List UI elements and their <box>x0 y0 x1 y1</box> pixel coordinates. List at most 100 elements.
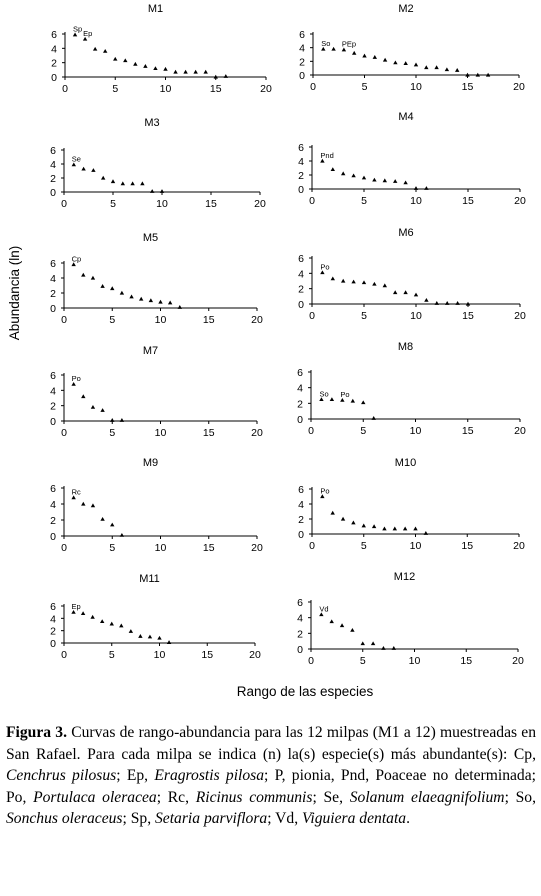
data-point <box>361 280 367 285</box>
species-annotation: So <box>321 39 330 48</box>
y-axis-label: Abundancia (ln) <box>7 246 22 341</box>
y-tick-label: 2 <box>51 58 57 70</box>
data-point <box>133 61 138 66</box>
y-tick-label: 4 <box>297 383 303 395</box>
data-point <box>223 74 228 78</box>
caption-text: . <box>406 810 410 827</box>
species-name: Portulaca oleracea <box>33 788 157 806</box>
species-name: Ricinus communis <box>195 788 313 806</box>
data-point <box>445 301 450 305</box>
data-point <box>330 167 335 171</box>
panel-m6: M6 0 2 4 6 0 5 10 15 20 Po <box>298 227 526 322</box>
x-tick-label: 5 <box>361 310 367 322</box>
species-name: Viguiera dentata <box>302 810 407 827</box>
data-point <box>153 66 158 70</box>
data-point <box>434 65 439 70</box>
data-point <box>331 46 336 51</box>
panel-title: M2 <box>398 3 413 15</box>
panel-title: M5 <box>143 232 158 244</box>
x-tick-label: 0 <box>61 198 67 210</box>
data-point <box>92 46 98 51</box>
data-point <box>143 64 148 68</box>
y-tick-label: 0 <box>50 187 56 199</box>
species-annotation: So <box>319 389 328 398</box>
y-tick-label: 2 <box>297 398 303 410</box>
data-point <box>371 416 376 420</box>
y-tick-label: 2 <box>50 515 56 527</box>
data-point <box>157 635 162 640</box>
species-annotation: PEp <box>342 40 356 49</box>
data-point <box>159 189 165 193</box>
panel-title: M8 <box>398 341 413 353</box>
x-tick-label: 15 <box>201 649 213 661</box>
data-point <box>465 301 471 306</box>
data-point <box>81 501 86 506</box>
y-tick-label: 2 <box>298 514 304 526</box>
data-point <box>330 276 335 281</box>
data-point <box>341 47 347 52</box>
x-tick-label: 15 <box>203 542 215 554</box>
panel-m7: M7 0 2 4 6 0 5 10 15 20 Po <box>50 345 263 439</box>
x-tick-label: 5 <box>362 81 368 93</box>
data-point <box>455 68 460 72</box>
data-point <box>81 166 86 171</box>
data-point <box>329 397 335 402</box>
data-point <box>166 640 172 644</box>
y-tick-label: 4 <box>50 273 56 285</box>
x-tick-label: 0 <box>61 314 67 326</box>
species-annotation: Po <box>340 390 349 399</box>
data-point <box>177 305 182 309</box>
data-point <box>100 408 105 412</box>
data-point <box>424 186 429 190</box>
x-tick-label: 20 <box>514 310 526 322</box>
data-point <box>320 158 325 163</box>
data-point <box>140 181 145 186</box>
figure-caption: Figura 3. Curvas de rango-abundancia par… <box>6 722 536 830</box>
x-tick-label: 5 <box>109 649 115 661</box>
data-point <box>455 301 460 305</box>
x-tick-label: 10 <box>410 195 422 207</box>
x-tick-label: 15 <box>203 427 215 439</box>
y-tick-label: 0 <box>297 414 303 426</box>
data-point <box>391 646 396 650</box>
panel-m10: M10 0 2 4 6 0 5 10 15 20 Po <box>298 457 525 552</box>
data-point <box>341 278 346 283</box>
data-point <box>110 286 115 291</box>
x-tick-label: 5 <box>112 83 118 95</box>
data-point <box>434 301 439 305</box>
data-point <box>158 299 163 304</box>
x-tick-label: 0 <box>309 540 315 552</box>
data-point <box>319 397 324 402</box>
data-point <box>110 418 115 422</box>
data-point <box>339 623 345 628</box>
panel-title: M11 <box>139 573 160 585</box>
y-tick-label: 6 <box>50 258 56 270</box>
data-point <box>129 294 134 299</box>
panel-m5: M5 0 2 4 6 0 5 10 15 20 Cp <box>50 232 263 326</box>
data-point <box>330 510 335 515</box>
species-annotation: Pnd <box>320 151 333 160</box>
data-point <box>148 298 154 303</box>
x-tick-label: 15 <box>462 425 474 437</box>
y-tick-label: 6 <box>298 142 304 154</box>
x-tick-label: 0 <box>308 655 314 667</box>
caption-text: ; Se, <box>312 788 350 806</box>
species-annotation: Po <box>320 487 329 496</box>
data-point <box>193 69 198 74</box>
data-point <box>320 270 325 275</box>
x-tick-label: 0 <box>309 310 315 322</box>
data-point <box>130 181 135 186</box>
y-tick-label: 2 <box>297 628 303 640</box>
x-tick-label: 5 <box>109 427 115 439</box>
species-annotation: Se <box>72 155 81 164</box>
x-tick-label: 15 <box>203 314 215 326</box>
species-annotation: Vd <box>319 605 328 614</box>
panel-m2: M2 0 24 6 0 5 10 15 20 So PEp <box>299 3 525 93</box>
caption-text: ; So, <box>504 788 536 806</box>
data-point <box>113 56 118 61</box>
data-point <box>173 69 178 74</box>
data-point <box>382 178 387 183</box>
x-tick-label: 10 <box>410 81 422 93</box>
x-tick-label: 10 <box>155 542 167 554</box>
x-tick-label: 20 <box>514 425 526 437</box>
